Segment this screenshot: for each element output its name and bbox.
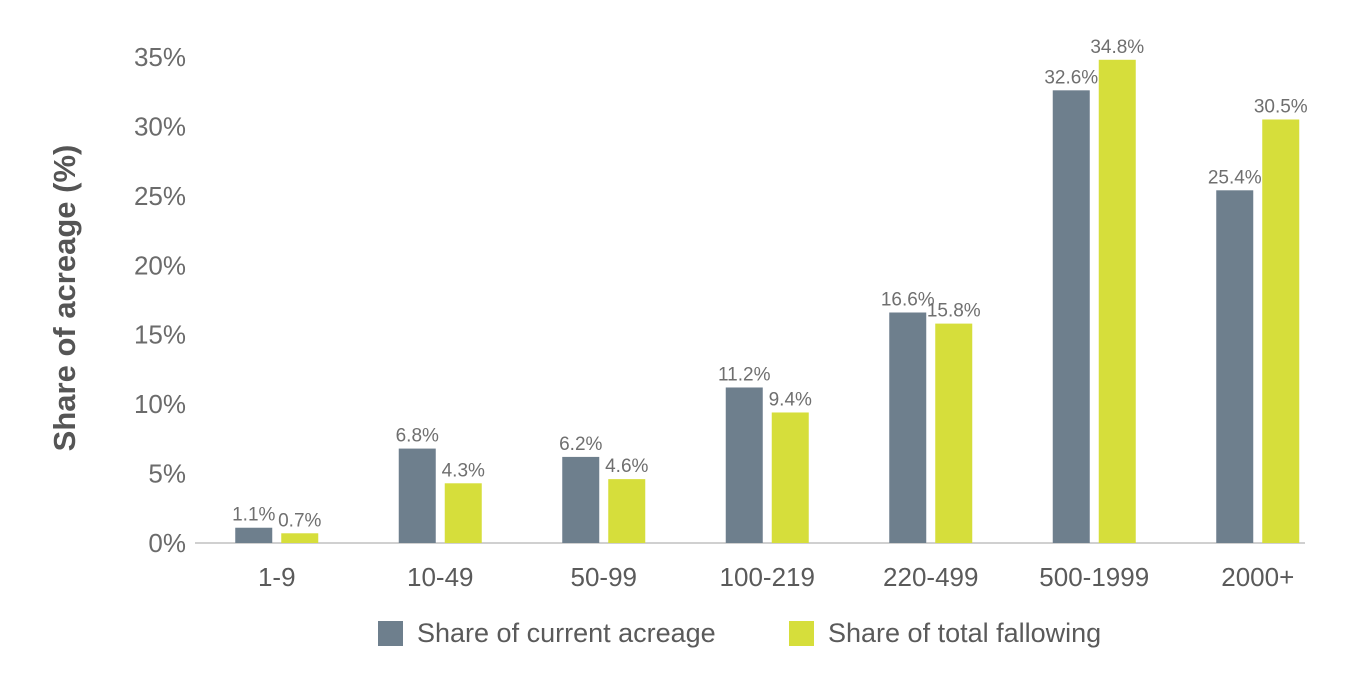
bar-total-fallowing <box>1262 119 1300 543</box>
data-labels: 1.1% 0.7% 6.8%4.3% 6.2%4.6% 11.2% 9.4% 16.6%15… <box>232 37 1308 532</box>
data-label: 34.8% <box>1090 37 1144 58</box>
bar-total-fallowing <box>771 412 809 543</box>
bar-total-fallowing <box>608 479 646 543</box>
legend-label-total-fallowing: Share of total fallowing <box>828 618 1101 648</box>
bar-current-acreage <box>1216 190 1254 543</box>
x-tick-label: 100-219 <box>720 562 815 592</box>
data-label: 16.6% <box>881 289 935 310</box>
data-label: 11.2% <box>718 364 771 385</box>
x-tick-label: 10-49 <box>407 562 474 592</box>
data-label: 4.3% <box>442 460 485 481</box>
bar-total-fallowing <box>935 323 973 543</box>
y-tick-label: 10% <box>134 389 186 419</box>
y-axis-label: Share of acreage (%) <box>47 145 82 452</box>
legend-swatch-current-acreage <box>378 621 403 646</box>
x-tick-label: 500-1999 <box>1039 562 1149 592</box>
data-label: 6.2% <box>559 434 602 455</box>
y-tick-label: 0% <box>148 528 186 558</box>
bars <box>235 59 1300 544</box>
data-label: 30.5% <box>1254 96 1308 117</box>
legend-swatch-total-fallowing <box>789 621 814 646</box>
data-label: 0.7% <box>278 510 321 531</box>
bar-current-acreage <box>562 456 600 543</box>
data-label: 6.8% <box>396 426 439 447</box>
y-axis-ticks: 0% 5% 10% 15% 20% 25% 30% 35% <box>134 42 186 558</box>
x-tick-label: 50-99 <box>571 562 638 592</box>
bar-current-acreage <box>889 312 927 543</box>
legend: Share of current acreage Share of total … <box>378 618 1101 648</box>
x-tick-label: 220-499 <box>883 562 978 592</box>
x-axis-categories: 1-9 10-49 50-99 100-219 220-499 500-1999 2000+ <box>258 562 1294 592</box>
data-label: 1.1% <box>232 505 275 526</box>
y-tick-label: 25% <box>134 181 186 211</box>
bar-total-fallowing <box>1098 59 1136 544</box>
data-label: 4.6% <box>605 456 648 477</box>
data-label: 9.4% <box>769 389 812 410</box>
x-tick-label: 2000+ <box>1221 562 1294 592</box>
bar-total-fallowing <box>444 483 482 543</box>
y-tick-label: 5% <box>148 459 186 489</box>
x-tick-label: 1-9 <box>258 562 296 592</box>
data-label: 15.8% <box>927 301 981 322</box>
bar-current-acreage <box>725 387 763 543</box>
y-tick-label: 35% <box>134 42 186 72</box>
legend-label-current-acreage: Share of current acreage <box>417 618 716 648</box>
data-label: 25.4% <box>1208 167 1262 188</box>
data-label: 32.6% <box>1044 67 1098 88</box>
y-tick-label: 15% <box>134 320 186 350</box>
bar-current-acreage <box>235 527 273 543</box>
y-tick-label: 20% <box>134 250 186 280</box>
y-tick-label: 30% <box>134 111 186 141</box>
bar-current-acreage <box>1052 90 1090 543</box>
bar-total-fallowing <box>281 533 319 543</box>
bar-current-acreage <box>398 448 436 543</box>
